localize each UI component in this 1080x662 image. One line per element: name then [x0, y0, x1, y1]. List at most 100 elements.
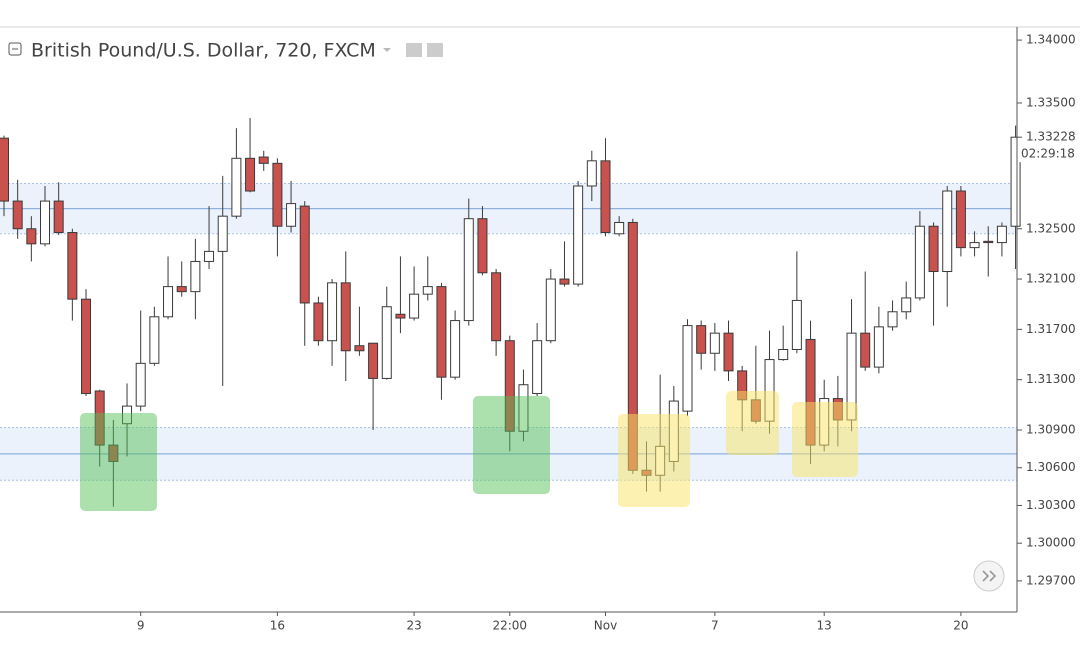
candle-body: [53, 200, 64, 234]
candle-body: [573, 185, 584, 285]
candle-body: [682, 325, 693, 412]
candle-body: [723, 332, 734, 372]
candle-body: [26, 228, 37, 245]
candle-body: [381, 306, 392, 379]
axes: 9 16 23 22:00 Nov 7 13 20 1.34000 1.33500 1.32500 1…: [137, 33, 1080, 633]
highlight-box: [792, 402, 858, 477]
candle-body: [163, 286, 174, 318]
candle-body: [190, 260, 201, 293]
x-tick-label: 16: [270, 619, 285, 633]
y-tick-label: 1.30900: [1026, 422, 1076, 436]
candle-body: [928, 225, 939, 273]
candle-body: [545, 278, 556, 342]
x-tick-label: 9: [137, 619, 145, 633]
candle-body: [94, 390, 105, 446]
candle-body: [422, 286, 433, 295]
candle-body: [1010, 136, 1021, 227]
candle-body: [491, 272, 502, 342]
candle-body: [122, 405, 133, 425]
candle-body: [887, 311, 898, 328]
candle-body: [135, 362, 146, 407]
settings-icon[interactable]: [427, 43, 443, 57]
candle-body: [299, 205, 310, 304]
candle-body: [12, 200, 23, 230]
y-tick-label: 1.31700: [1026, 322, 1076, 336]
candle-body: [313, 302, 324, 342]
y-tick-label: 1.31300: [1026, 372, 1076, 386]
y-tick-label: 1.32500: [1026, 221, 1076, 235]
candle-body: [778, 348, 789, 361]
x-tick-label: 7: [711, 619, 719, 633]
candle-body: [969, 242, 980, 249]
candle-body: [477, 218, 488, 274]
chart-title: British Pound/U.S. Dollar, 720, FXCM: [31, 40, 376, 62]
candle-body: [996, 225, 1007, 244]
candle-body: [450, 320, 461, 378]
candle-body: [327, 282, 338, 342]
candle-body: [176, 286, 187, 293]
candle-body: [942, 190, 953, 273]
candle-body: [0, 137, 9, 202]
y-tick-label: 1.30600: [1026, 460, 1076, 474]
highlight-box: [618, 414, 690, 507]
candle-body: [354, 345, 365, 352]
candle-body: [614, 221, 625, 235]
candle-body: [368, 342, 379, 379]
candle-body: [409, 293, 420, 319]
scroll-icon: [982, 570, 997, 582]
candle-body: [901, 297, 912, 313]
collapse-icon[interactable]: [8, 42, 22, 56]
candle-body: [40, 200, 51, 245]
candle-body: [272, 162, 283, 227]
candle-body: [709, 332, 720, 354]
candle-body: [217, 215, 228, 252]
candle-body: [149, 316, 160, 364]
candle-body: [231, 157, 242, 217]
eye-icon[interactable]: [406, 43, 422, 57]
candle-body: [955, 190, 966, 249]
candle-body: [586, 160, 597, 187]
y-tick-label: 1.34000: [1026, 33, 1076, 47]
candle-body: [108, 444, 119, 462]
last-price-box: [1018, 128, 1080, 163]
candle-body: [600, 160, 611, 234]
highlight-box: [473, 396, 550, 494]
candle-body: [436, 286, 447, 378]
candle-body: [873, 326, 884, 368]
x-tick-label: 23: [406, 619, 421, 633]
dropdown-icon[interactable]: [383, 48, 391, 52]
countdown: 02:29:18: [1021, 147, 1075, 161]
x-tick-label: 20: [953, 619, 968, 633]
candle-body: [395, 313, 406, 319]
y-tick-label: 1.33500: [1026, 95, 1076, 109]
highlight-box: [80, 413, 157, 511]
y-tick-label: 1.30300: [1026, 498, 1076, 512]
y-tick-label: 1.29700: [1026, 573, 1076, 587]
candle-body: [245, 157, 256, 192]
x-tick-label: 13: [817, 619, 832, 633]
candle-body: [67, 232, 78, 300]
highlight-box: [726, 391, 779, 455]
candle-body: [504, 340, 515, 432]
candle-body: [983, 240, 994, 244]
last-price-label: 1.33228: [1026, 130, 1076, 144]
y-tick-label: 1.30000: [1026, 536, 1076, 550]
candle-body: [463, 218, 474, 322]
candle-body: [791, 299, 802, 350]
candle-body: [286, 203, 297, 227]
candle-body: [559, 278, 570, 285]
candle-body: [204, 250, 215, 262]
candle-body: [532, 340, 543, 395]
candle-body: [340, 282, 351, 352]
x-tick-label: Nov: [594, 619, 617, 633]
candle-body: [258, 156, 269, 164]
candle-body: [81, 298, 92, 395]
y-tick-label: 1.32100: [1026, 272, 1076, 286]
x-tick-label: 22:00: [492, 619, 527, 633]
candle-body: [860, 332, 871, 368]
candle-body: [518, 384, 529, 432]
candle-body: [696, 325, 707, 354]
candle-body: [914, 225, 925, 299]
